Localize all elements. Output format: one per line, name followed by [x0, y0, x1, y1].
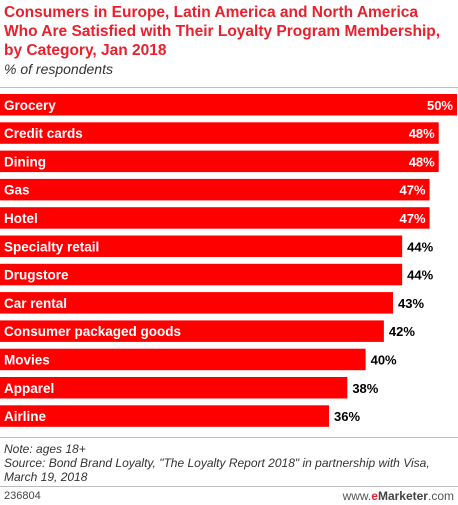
category-label-0: Grocery	[4, 98, 56, 113]
value-label-6: 44%	[407, 268, 433, 283]
bar-8	[0, 320, 384, 342]
category-label-6: Drugstore	[4, 268, 69, 283]
bar-9	[0, 348, 366, 371]
value-label-11: 36%	[334, 409, 360, 424]
bar-chart: Grocery 50% Credit cards 48% Dining 48% Gas 47%…	[0, 94, 457, 427]
category-label-4: Hotel	[4, 211, 38, 226]
category-label-7: Car rental	[4, 296, 67, 311]
bar-0	[0, 94, 457, 116]
bar-7	[0, 292, 394, 314]
value-label-2: 48%	[409, 154, 435, 169]
note-text: Note: ages 18+	[4, 442, 86, 456]
value-label-4: 47%	[400, 211, 426, 226]
chart-title: Consumers in Europe, Latin America and N…	[4, 4, 441, 59]
chart-subtitle: % of respondents	[4, 61, 113, 77]
value-label-1: 48%	[409, 126, 435, 141]
bar-4	[0, 207, 430, 229]
bar-2	[0, 150, 439, 173]
value-label-5: 44%	[407, 239, 433, 254]
source-text: Source: Bond Brand Loyalty, "The Loyalty…	[4, 456, 430, 484]
bar-5	[0, 235, 403, 257]
bar-10	[0, 377, 348, 399]
value-label-3: 47%	[400, 183, 426, 198]
value-label-7: 43%	[398, 296, 424, 311]
bar-6	[0, 263, 403, 286]
brand-highlight: e	[371, 489, 378, 503]
value-label-10: 38%	[352, 381, 378, 396]
chart-id: 236804	[4, 490, 41, 502]
category-label-10: Apparel	[4, 381, 54, 396]
category-label-8: Consumer packaged goods	[4, 324, 181, 339]
category-label-11: Airline	[4, 409, 47, 424]
value-label-8: 42%	[389, 324, 415, 339]
bottom-divider	[0, 437, 458, 438]
value-label-9: 40%	[371, 352, 397, 367]
brand-logo: www.eMarketer.com	[343, 489, 454, 503]
brand-name: Marketer	[377, 489, 428, 503]
footer-divider	[0, 486, 458, 487]
category-label-5: Specialty retail	[4, 239, 99, 254]
chart-notes: Note: ages 18+ Source: Bond Brand Loyalt…	[4, 442, 454, 484]
brand-suffix: .com	[427, 489, 454, 503]
category-label-3: Gas	[4, 183, 30, 198]
brand-prefix: www.	[342, 489, 372, 503]
value-label-0: 50%	[427, 98, 453, 113]
category-label-2: Dining	[4, 154, 46, 169]
category-label-9: Movies	[4, 352, 50, 367]
bar-3	[0, 178, 430, 201]
top-divider	[0, 87, 458, 88]
category-label-1: Credit cards	[4, 126, 83, 141]
bar-1	[0, 122, 439, 144]
bar-11	[0, 405, 330, 427]
